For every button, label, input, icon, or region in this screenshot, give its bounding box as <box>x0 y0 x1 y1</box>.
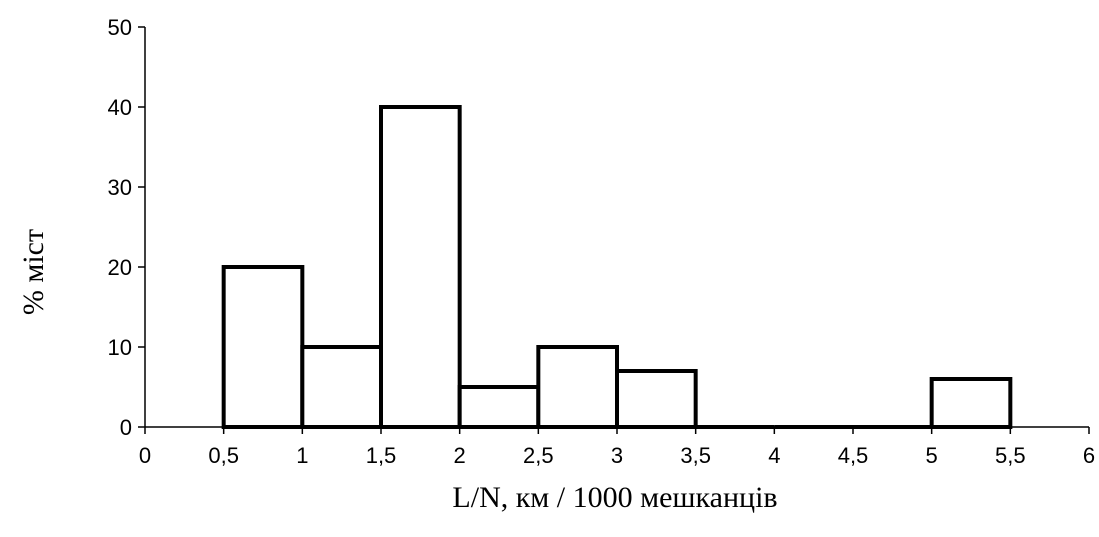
x-tick-label: 4,5 <box>838 443 869 468</box>
histogram-bar-4 <box>536 345 619 429</box>
x-tick-label: 1 <box>296 443 308 468</box>
y-tick-label: 10 <box>108 335 132 360</box>
histogram-bar-2 <box>379 105 462 429</box>
y-tick-label: 0 <box>120 415 132 440</box>
x-tick-label: 0 <box>139 443 151 468</box>
histogram-bar-0 <box>221 265 305 429</box>
y-tick-label: 30 <box>108 175 132 200</box>
y-ticks-group: 0 10 20 30 40 50 <box>108 15 145 440</box>
bars-group <box>221 105 1013 429</box>
histogram-bar-1 <box>300 345 384 429</box>
x-tick-label: 1,5 <box>366 443 397 468</box>
x-tick-label: 0,5 <box>208 443 239 468</box>
histogram-bar-5 <box>615 369 698 429</box>
x-tick-label: 2,5 <box>523 443 554 468</box>
x-ticks-group: 0 0,5 1 1,5 2 2,5 3 3,5 4 4,5 5 5,5 6 <box>139 427 1095 468</box>
x-tick-label: 2 <box>454 443 466 468</box>
histogram-bar-3 <box>457 385 541 429</box>
y-axis-title: % міст <box>17 229 50 315</box>
x-tick-label: 4 <box>768 443 780 468</box>
x-tick-label: 3,5 <box>680 443 711 468</box>
y-tick-label: 40 <box>108 95 132 120</box>
x-tick-label: 5,5 <box>995 443 1026 468</box>
y-tick-label: 20 <box>108 255 132 280</box>
y-tick-label: 50 <box>108 15 132 40</box>
histogram-bar-9 <box>929 377 1013 429</box>
x-tick-label: 3 <box>611 443 623 468</box>
x-axis-title: L/N, км / 1000 мешканців <box>452 481 777 514</box>
x-tick-label: 6 <box>1083 443 1095 468</box>
x-tick-label: 5 <box>926 443 938 468</box>
